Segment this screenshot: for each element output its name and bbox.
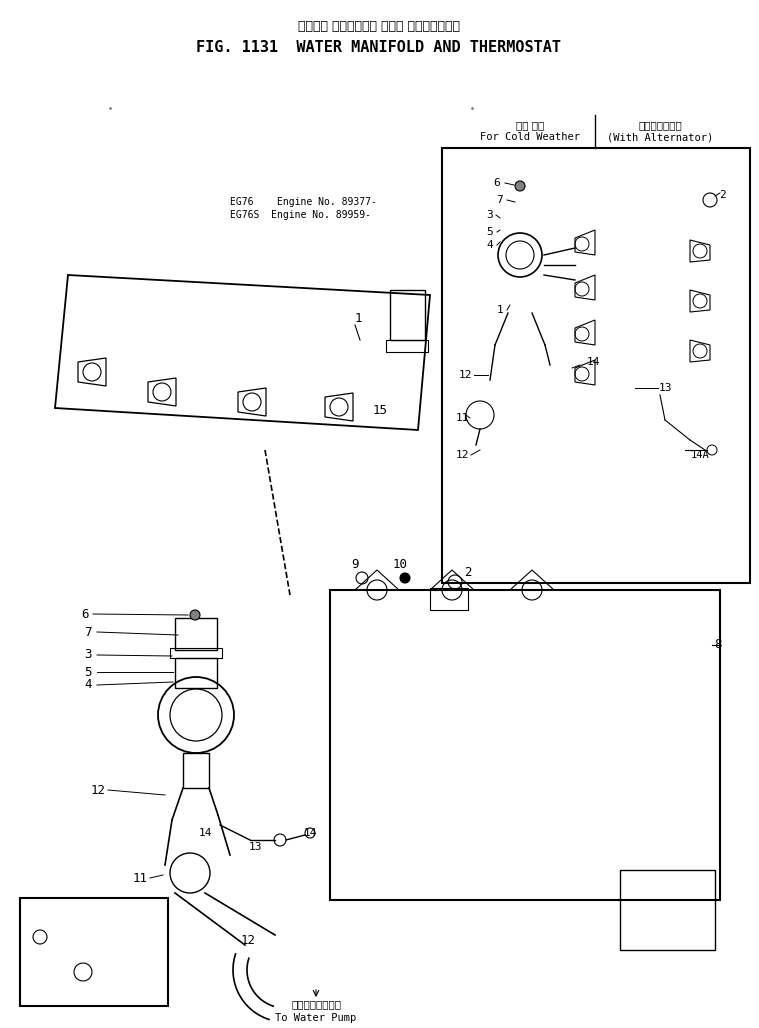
Text: 12: 12: [455, 450, 469, 460]
Text: EG76    Engine No. 89377-: EG76 Engine No. 89377-: [230, 197, 377, 207]
Text: ウォータポンプへ: ウォータポンプへ: [291, 999, 341, 1009]
Bar: [330, 590, 720, 900]
Text: 12: 12: [241, 933, 256, 947]
Bar: [442, 148, 750, 583]
Bar: [390, 290, 425, 340]
Text: 14: 14: [586, 357, 600, 367]
Text: 14: 14: [198, 828, 212, 838]
Text: 寒地 仕様: 寒地 仕様: [516, 120, 544, 130]
Text: 14A: 14A: [691, 450, 710, 460]
Text: 1: 1: [354, 311, 362, 325]
Text: 5: 5: [487, 227, 493, 237]
Text: 13: 13: [658, 383, 672, 393]
Text: 15: 15: [373, 404, 388, 416]
Text: 7: 7: [84, 625, 92, 638]
Text: 7: 7: [496, 195, 503, 205]
Text: 6: 6: [81, 608, 89, 621]
Text: For Cold Weather: For Cold Weather: [480, 132, 580, 142]
Text: FIG. 1131  WATER MANIFOLD AND THERMOSTAT: FIG. 1131 WATER MANIFOLD AND THERMOSTAT: [197, 40, 562, 56]
Text: 4: 4: [84, 678, 92, 692]
Text: 11: 11: [133, 872, 147, 884]
Bar: [620, 870, 715, 950]
Text: 6: 6: [493, 178, 500, 188]
Bar: [183, 752, 209, 788]
Bar: [170, 648, 222, 658]
Text: 9: 9: [351, 558, 359, 572]
Text: 2: 2: [719, 190, 726, 200]
Text: 13: 13: [52, 910, 68, 922]
Bar: [595, 210, 690, 400]
Bar: [430, 588, 468, 610]
Text: ウォータ マニホールド および サーモスタット: ウォータ マニホールド および サーモスタット: [298, 20, 460, 33]
Bar: [498, 220, 542, 228]
Text: 4: 4: [487, 240, 493, 250]
Bar: [502, 192, 538, 222]
Text: 12: 12: [458, 370, 472, 380]
Text: 8: 8: [714, 638, 722, 652]
Text: 11: 11: [455, 413, 469, 423]
Text: オルタネータ付: オルタネータ付: [638, 120, 682, 130]
Bar: [508, 276, 532, 313]
Circle shape: [400, 573, 410, 583]
Bar: [386, 340, 428, 352]
Text: 1: 1: [496, 305, 503, 315]
Circle shape: [515, 181, 525, 191]
Text: 2: 2: [465, 566, 472, 580]
Text: 3: 3: [487, 210, 493, 220]
Circle shape: [190, 610, 200, 620]
Text: EG76S  Engine No. 89959-: EG76S Engine No. 89959-: [230, 210, 371, 220]
Text: 5: 5: [84, 665, 92, 678]
Text: 13: 13: [248, 842, 262, 852]
Text: To Water Pump: To Water Pump: [276, 1013, 357, 1023]
Bar: [175, 658, 217, 688]
Text: 14: 14: [304, 828, 317, 838]
Text: 3: 3: [84, 649, 92, 661]
Bar: [20, 898, 168, 1006]
Text: (With Alternator): (With Alternator): [607, 132, 713, 142]
Text: 12: 12: [90, 783, 106, 797]
Text: 10: 10: [392, 558, 408, 572]
Bar: [175, 618, 217, 650]
